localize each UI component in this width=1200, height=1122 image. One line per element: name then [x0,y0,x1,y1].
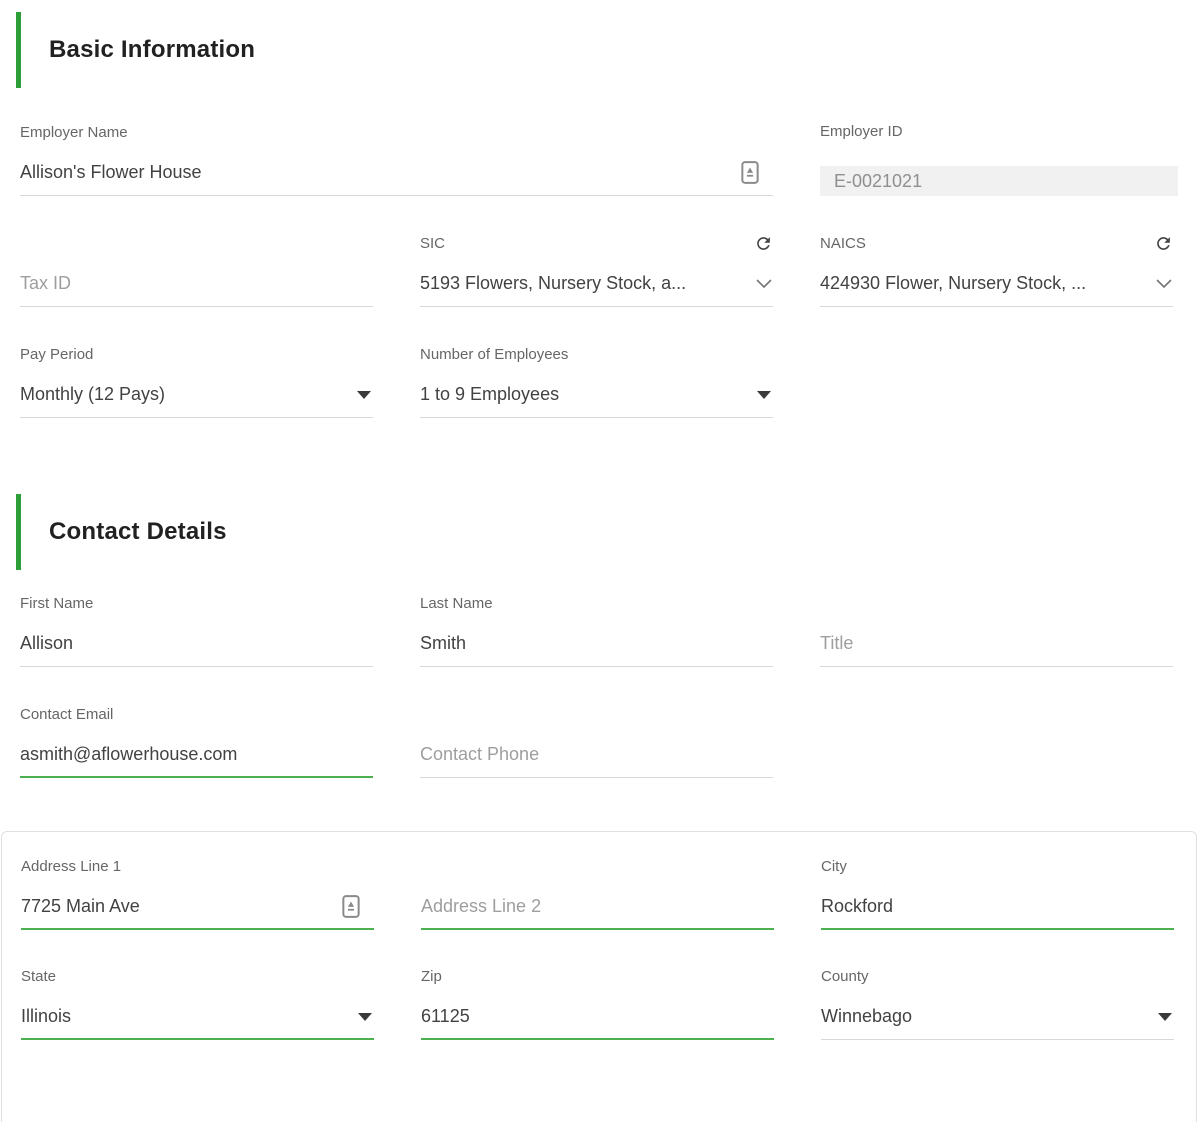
first-name-field: First Name [20,594,373,667]
sic-field: SIC 5193 Flowers, Nursery Stock, a... [420,234,773,307]
employer-name-field: Employer Name [20,123,773,196]
number-of-employees-field: Number of Employees 1 to 9 Employees [420,345,773,418]
section-title-basic-information: Basic Information [49,36,256,63]
employer-name-input[interactable] [20,162,741,183]
pay-period-label: Pay Period [20,345,94,363]
contact-row-2: Contact Email [0,705,1200,778]
address-panel: Address Line 1 [1,831,1197,1122]
county-value: Winnebago [821,1006,913,1026]
contact-row-1: First Name Last Name [0,594,1200,667]
pay-period-value: Monthly (12 Pays) [20,384,166,404]
naics-field: NAICS 424930 Flower, Nursery Stock, ... [820,234,1173,307]
contact-email-field: Contact Email [20,705,373,778]
caret-down-icon [1158,1012,1172,1021]
employer-id-field: Employer ID [820,123,1178,196]
caret-down-icon [358,1012,372,1021]
naics-refresh-icon[interactable] [1154,234,1173,253]
zip-field: Zip [421,967,774,1040]
pay-period-field: Pay Period Monthly (12 Pays) [20,345,373,418]
zip-label: Zip [421,967,442,985]
contact-phone-input[interactable] [420,744,773,765]
tax-id-input[interactable] [20,273,373,294]
chevron-down-icon [1156,279,1172,288]
city-label: City [821,857,847,875]
number-of-employees-value: 1 to 9 Employees [420,384,560,404]
section-title-contact-details: Contact Details [49,518,227,545]
sic-refresh-icon[interactable] [754,234,773,253]
sic-value: 5193 Flowers, Nursery Stock, a... [420,273,687,293]
number-of-employees-select[interactable]: 1 to 9 Employees [420,382,773,418]
chevron-down-icon [756,279,772,288]
pay-period-select[interactable]: Monthly (12 Pays) [20,382,373,418]
zip-input[interactable] [421,1006,774,1027]
basic-row-2: SIC 5193 Flowers, Nursery Stock, a... NA… [0,234,1200,307]
sic-label: SIC [420,234,446,252]
basic-row-3: Pay Period Monthly (12 Pays) Number of E… [0,345,1200,418]
address-line-2-field [421,857,774,930]
state-field: State Illinois [21,967,374,1040]
county-label: County [821,967,869,985]
address-line-1-input[interactable] [21,896,342,917]
title-input[interactable] [820,633,1173,654]
address-line-1-label: Address Line 1 [21,857,122,875]
last-name-label: Last Name [420,594,493,612]
county-field: County Winnebago [821,967,1174,1040]
caret-down-icon [357,390,371,399]
naics-value: 424930 Flower, Nursery Stock, ... [820,273,1087,293]
address-line-1-field: Address Line 1 [21,857,374,930]
contact-phone-field [420,705,773,778]
employer-name-label: Employer Name [20,123,128,141]
title-field [820,594,1173,667]
employer-id-disabled-box [820,166,1178,196]
first-name-label: First Name [20,594,94,612]
city-input[interactable] [821,896,1174,917]
id-badge-icon [741,160,759,185]
state-value: Illinois [21,1006,72,1026]
naics-label: NAICS [820,234,866,252]
number-of-employees-label: Number of Employees [420,345,569,363]
id-badge-icon [342,894,360,919]
caret-down-icon [757,390,771,399]
first-name-input[interactable] [20,633,373,654]
address-line-2-input[interactable] [421,896,774,917]
employer-id-input [834,170,1164,192]
naics-select[interactable]: 424930 Flower, Nursery Stock, ... [820,271,1173,307]
county-select[interactable]: Winnebago [821,1004,1174,1040]
employer-id-label: Employer ID [820,123,903,140]
contact-details-header: Contact Details [16,494,1200,570]
city-field: City [821,857,1174,930]
tax-id-field [20,234,373,307]
contact-email-input[interactable] [20,744,373,765]
contact-email-label: Contact Email [20,705,114,723]
state-label: State [21,967,57,985]
state-select[interactable]: Illinois [21,1004,374,1040]
sic-select[interactable]: 5193 Flowers, Nursery Stock, a... [420,271,773,307]
basic-information-header: Basic Information [16,12,1200,88]
last-name-field: Last Name [420,594,773,667]
address-row-2: State Illinois Zip County [21,967,1174,1040]
address-row-1: Address Line 1 [21,857,1174,930]
basic-row-1: Employer Name Employer ID [0,123,1200,196]
last-name-input[interactable] [420,633,773,654]
